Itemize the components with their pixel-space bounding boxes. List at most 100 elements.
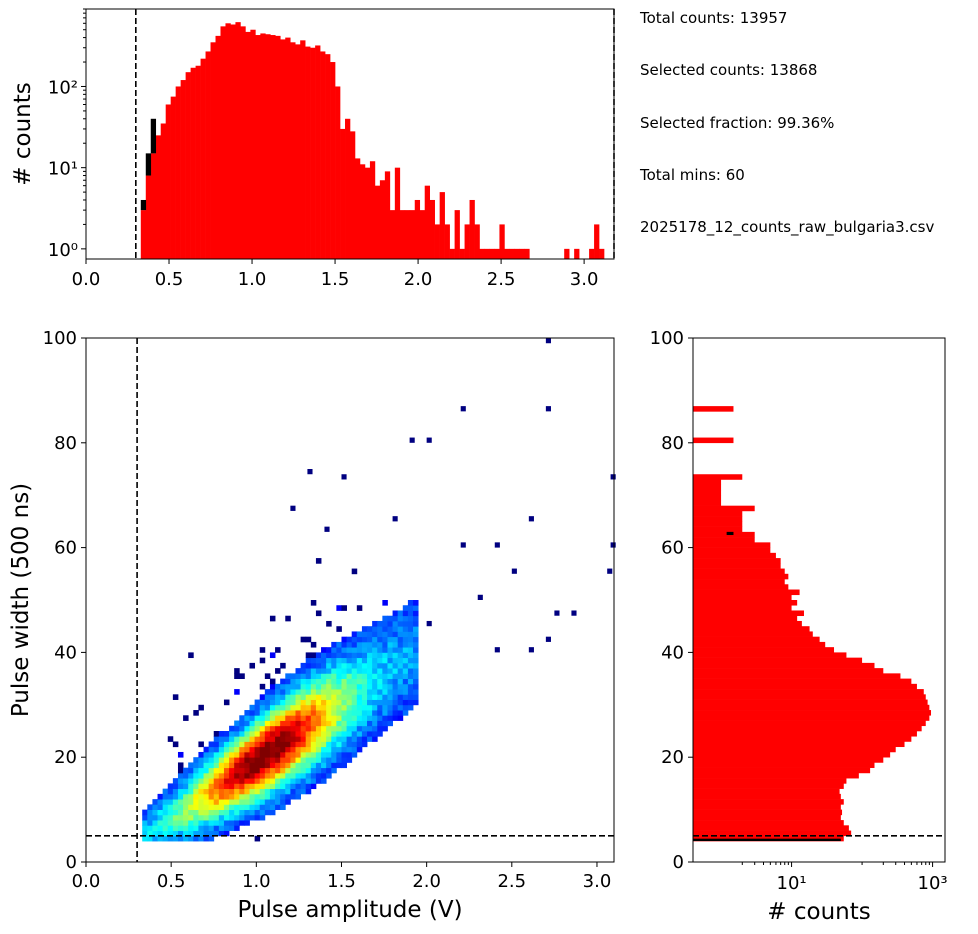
heatmap-cell [402, 704, 409, 711]
heatmap-cell [305, 778, 312, 784]
heatmap-cell [310, 767, 317, 774]
heatmap-cell [367, 668, 373, 674]
heatmap-cell [341, 762, 347, 769]
x-tick-label: 2.0 [404, 269, 433, 290]
heatmap-cell [407, 615, 414, 622]
heatmap-cell [336, 720, 342, 727]
heatmap-cell [208, 804, 215, 810]
amplitude-bar [459, 248, 465, 259]
heatmap-cell [213, 788, 220, 795]
width-bar [693, 516, 743, 522]
heatmap-cell [229, 736, 235, 742]
heatmap-cell [244, 741, 250, 748]
heatmap-cell [361, 668, 368, 674]
width-bar [693, 710, 932, 716]
heatmap-cell [356, 662, 363, 669]
heatmap-cell [295, 746, 302, 753]
amplitude-bar [155, 135, 162, 259]
heatmap-cell [172, 694, 179, 700]
heatmap-cell [315, 741, 322, 748]
heatmap-cell [244, 788, 250, 795]
heatmap-outlier-cell [528, 516, 534, 522]
heatmap-cell [351, 652, 358, 659]
heatmap-cell [183, 825, 189, 831]
heatmap-cell [259, 720, 266, 727]
heatmap-cell [392, 673, 399, 679]
heatmap-cell [321, 757, 327, 763]
heatmap-cell [152, 820, 158, 826]
heatmap-cell [259, 746, 266, 753]
heatmap-cell [264, 762, 271, 769]
heatmap-cell [341, 689, 347, 695]
heatmap-cell [285, 731, 291, 737]
amplitude-bar [285, 37, 291, 260]
heatmap-cell [264, 741, 271, 748]
heatmap-cell [372, 673, 378, 679]
heatmap-cell [290, 673, 296, 679]
heatmap-cell [336, 668, 342, 674]
heatmap-cell [188, 788, 194, 795]
heatmap-cell [259, 793, 266, 800]
heatmap-cell [310, 715, 317, 721]
heatmap-cell [351, 746, 358, 753]
heatmap-cell [285, 757, 291, 763]
heatmap-cell [295, 668, 302, 674]
heatmap-cell [397, 683, 404, 690]
heatmap-cell [157, 793, 164, 800]
heatmap-cell [331, 662, 337, 669]
heatmap-cell [413, 605, 419, 611]
amplitude-histogram-ylabel: # counts [10, 82, 36, 185]
heatmap-cell [162, 788, 169, 795]
heatmap-cell [177, 778, 184, 784]
heatmap-cell [269, 783, 276, 790]
heatmap-cell [402, 620, 409, 627]
heatmap-cell [387, 699, 393, 706]
heatmap-cell [198, 783, 204, 790]
heatmap-cell [413, 652, 419, 659]
heatmap-outlier-cell [426, 620, 432, 627]
heatmap-cell [351, 699, 358, 706]
heatmap-cell [223, 757, 230, 763]
heatmap-cell [249, 746, 256, 753]
heatmap-cell [269, 809, 276, 816]
amplitude-bar [200, 58, 206, 259]
heatmap-cell [326, 668, 332, 674]
heatmap-cell [336, 605, 342, 611]
heatmap-cell [336, 662, 342, 669]
heatmap-cell [351, 641, 358, 648]
heatmap-cell [336, 694, 342, 700]
heatmap-cell [377, 689, 383, 695]
heatmap-cell [249, 778, 256, 784]
heatmap-cell [397, 620, 404, 627]
heatmap-cell [305, 668, 312, 674]
heatmap-cell [372, 657, 378, 664]
heatmap-cell [295, 720, 302, 727]
selected-counts-text: Selected counts: 13868 [640, 61, 818, 79]
width-bar [693, 725, 922, 732]
heatmap-cell [183, 715, 189, 721]
heatmap-axes: 0.0 0.5 1.0 1.5 2.0 2.5 3.0 0 20 40 60 80 100 [43, 328, 612, 892]
heatmap-cell [188, 820, 194, 826]
heatmap-cell [413, 699, 419, 706]
heatmap-cell [346, 678, 353, 685]
heatmap-cell [356, 673, 363, 679]
heatmap-cell [193, 767, 199, 774]
heatmap-cell [372, 678, 378, 685]
heatmap-cell [377, 699, 383, 706]
heatmap-cell [239, 820, 245, 826]
heatmap-cell [290, 704, 296, 711]
heatmap-cell [208, 814, 215, 821]
heatmap-cell [336, 751, 342, 758]
heatmap-cell [142, 830, 148, 837]
heatmap-cell [356, 636, 363, 643]
width-rejected-bar [726, 531, 734, 536]
heatmap-cell [346, 699, 353, 706]
heatmap-cell [331, 725, 337, 732]
heatmap-cell [290, 767, 296, 774]
x-tick-label: 10³ [918, 873, 948, 894]
heatmap-cell [367, 736, 373, 742]
heatmap-cell [387, 620, 393, 627]
heatmap-cell [167, 809, 174, 816]
heatmap-cell [218, 825, 225, 831]
heatmap-cell [269, 689, 276, 695]
